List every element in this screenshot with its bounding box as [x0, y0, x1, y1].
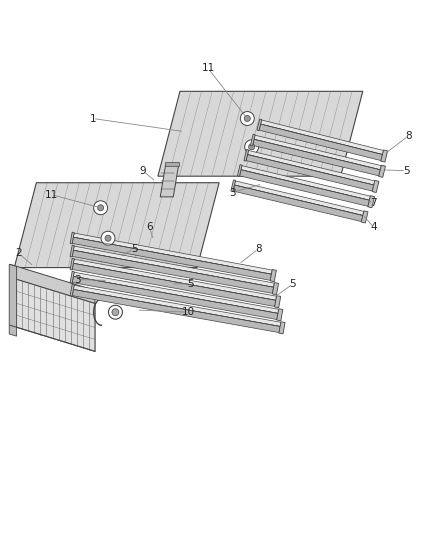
- Polygon shape: [166, 162, 179, 166]
- Polygon shape: [72, 276, 278, 319]
- Polygon shape: [259, 124, 382, 160]
- Text: 1: 1: [89, 114, 96, 124]
- Polygon shape: [74, 246, 274, 287]
- Polygon shape: [72, 263, 276, 306]
- Polygon shape: [70, 259, 74, 270]
- Polygon shape: [70, 285, 74, 296]
- Polygon shape: [237, 165, 242, 176]
- Polygon shape: [277, 309, 283, 321]
- Polygon shape: [158, 91, 363, 176]
- Polygon shape: [246, 155, 374, 191]
- Text: 3: 3: [74, 274, 81, 285]
- Polygon shape: [72, 250, 274, 293]
- Polygon shape: [231, 180, 236, 191]
- Polygon shape: [70, 232, 74, 244]
- Polygon shape: [270, 270, 276, 281]
- Text: 5: 5: [403, 166, 410, 176]
- Polygon shape: [240, 169, 369, 206]
- Polygon shape: [74, 285, 281, 326]
- Polygon shape: [257, 119, 262, 131]
- Text: 9: 9: [140, 166, 146, 176]
- Circle shape: [101, 231, 115, 245]
- Polygon shape: [275, 296, 281, 308]
- Polygon shape: [244, 149, 249, 161]
- Text: 10: 10: [182, 307, 195, 317]
- Polygon shape: [9, 264, 17, 336]
- Polygon shape: [361, 211, 368, 223]
- Circle shape: [245, 140, 258, 154]
- Polygon shape: [254, 135, 381, 169]
- Polygon shape: [234, 181, 364, 215]
- Polygon shape: [233, 185, 363, 222]
- Text: 6: 6: [146, 222, 153, 232]
- Text: 5: 5: [290, 279, 296, 289]
- Polygon shape: [372, 180, 379, 192]
- Polygon shape: [72, 289, 280, 333]
- Polygon shape: [10, 264, 95, 303]
- Polygon shape: [247, 150, 375, 185]
- Text: 11: 11: [45, 190, 58, 200]
- Polygon shape: [10, 277, 95, 351]
- Text: 4: 4: [370, 222, 377, 232]
- Text: 8: 8: [405, 131, 412, 141]
- Polygon shape: [381, 150, 388, 162]
- Circle shape: [105, 235, 111, 241]
- Polygon shape: [368, 196, 374, 208]
- Polygon shape: [74, 259, 276, 300]
- Text: 5: 5: [187, 279, 194, 289]
- Polygon shape: [241, 166, 371, 200]
- Circle shape: [249, 144, 254, 150]
- Polygon shape: [251, 134, 255, 146]
- Text: 8: 8: [255, 244, 261, 254]
- Polygon shape: [379, 165, 385, 177]
- Text: 3: 3: [229, 188, 235, 198]
- Text: 2: 2: [15, 248, 22, 259]
- Polygon shape: [14, 183, 219, 268]
- Polygon shape: [70, 245, 74, 257]
- Circle shape: [94, 201, 108, 215]
- Polygon shape: [279, 322, 285, 334]
- Circle shape: [98, 205, 104, 211]
- Text: 7: 7: [370, 198, 377, 208]
- Polygon shape: [74, 272, 279, 313]
- Polygon shape: [261, 120, 384, 155]
- Circle shape: [240, 111, 254, 125]
- Polygon shape: [74, 233, 272, 274]
- Text: 5: 5: [131, 244, 138, 254]
- Polygon shape: [72, 237, 272, 280]
- Polygon shape: [253, 139, 380, 176]
- Text: 11: 11: [201, 63, 215, 74]
- Polygon shape: [70, 271, 74, 283]
- Polygon shape: [272, 282, 279, 295]
- Circle shape: [244, 116, 251, 122]
- Circle shape: [112, 309, 119, 316]
- Circle shape: [109, 305, 122, 319]
- Polygon shape: [160, 166, 179, 197]
